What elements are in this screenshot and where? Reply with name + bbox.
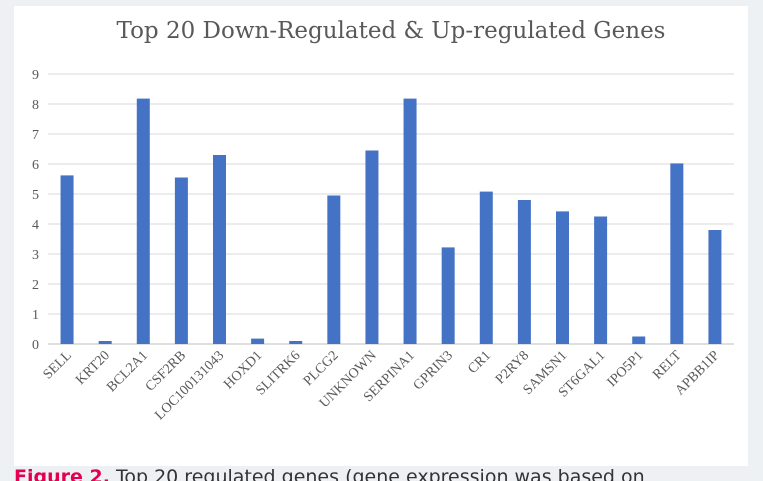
bar-gprin3 bbox=[441, 247, 455, 344]
bar-samsn1 bbox=[556, 211, 569, 344]
bar-serpina1 bbox=[403, 98, 417, 344]
bar-csf2rb bbox=[174, 177, 188, 344]
y-axis-ticks: 0 1 2 3 4 5 6 7 8 9 bbox=[32, 68, 39, 353]
y-tick-label: 2 bbox=[32, 278, 39, 293]
bar-bcl2a1 bbox=[136, 98, 150, 344]
bar-ipo5p1 bbox=[632, 336, 646, 344]
bar-unknown bbox=[365, 150, 379, 344]
bar-relt bbox=[670, 163, 684, 344]
bar-slitrk6 bbox=[289, 341, 303, 344]
bar-chart: Top 20 Down-Regulated & Up-regulated Gen… bbox=[32, 18, 734, 423]
bar-sell bbox=[60, 175, 74, 344]
bar-st6gal1 bbox=[594, 216, 608, 344]
y-tick-label: 5 bbox=[32, 188, 39, 203]
bar-cr1 bbox=[479, 191, 493, 344]
chart-title: Top 20 Down-Regulated & Up-regulated Gen… bbox=[117, 18, 666, 44]
figure-label: Figure 2. bbox=[14, 466, 110, 481]
bars bbox=[60, 98, 722, 344]
bar-p2ry8 bbox=[517, 200, 531, 344]
x-tick-label: BCL2A1 bbox=[104, 348, 151, 395]
figure-caption: Figure 2. Top 20 regulated genes (gene e… bbox=[14, 466, 754, 481]
y-tick-label: 4 bbox=[32, 218, 39, 233]
bar-hoxd1 bbox=[251, 338, 265, 344]
y-tick-label: 6 bbox=[32, 158, 39, 173]
bar-apbb1ip bbox=[708, 230, 722, 344]
chart-panel: Top 20 Down-Regulated & Up-regulated Gen… bbox=[14, 6, 748, 466]
gridlines bbox=[48, 73, 734, 345]
x-tick-label: GPRIN3 bbox=[411, 348, 456, 393]
x-tick-label: CR1 bbox=[465, 348, 494, 377]
x-axis-ticks: SELLKRT20BCL2A1CSF2RBLOC100131043HOXD1SL… bbox=[41, 348, 723, 423]
y-tick-label: 8 bbox=[32, 98, 39, 113]
x-tick-label: SELL bbox=[41, 348, 75, 382]
y-tick-label: 1 bbox=[32, 308, 39, 323]
bar-loc100131043 bbox=[213, 155, 226, 344]
y-tick-label: 3 bbox=[32, 248, 39, 263]
x-tick-label: IPO5P1 bbox=[605, 348, 647, 390]
y-tick-label: 7 bbox=[32, 128, 39, 143]
bar-plcg2 bbox=[327, 195, 341, 344]
caption-text: Top 20 regulated genes (gene expression … bbox=[109, 466, 645, 481]
y-tick-label: 9 bbox=[32, 68, 39, 83]
x-tick-label: RELT bbox=[650, 348, 685, 383]
y-tick-label: 0 bbox=[32, 338, 39, 353]
x-tick-label: LOC100131043 bbox=[152, 348, 227, 423]
bar-krt20 bbox=[98, 341, 112, 344]
